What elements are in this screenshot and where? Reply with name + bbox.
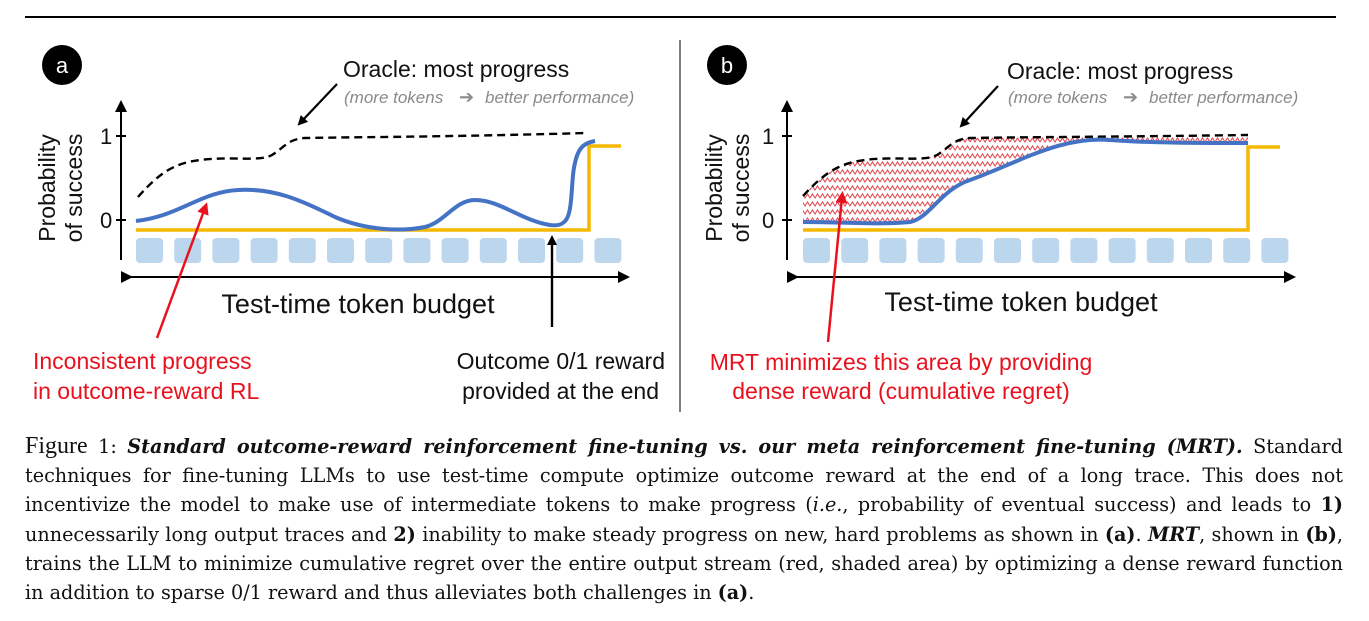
caption-text-4: inability to make steady progress on new… xyxy=(415,522,1105,546)
panel-a-token-blocks xyxy=(136,238,622,263)
panel-a-badge xyxy=(42,45,82,85)
caption-figure-number: 1: xyxy=(98,435,117,458)
panel-b-badge xyxy=(707,45,747,85)
panel-b-oracle-note-right: better performance) xyxy=(1149,88,1298,107)
panel-a-oracle-curve xyxy=(137,131,588,198)
panel-a-token-block xyxy=(212,238,240,263)
panel-b-policy-curve xyxy=(802,137,1249,226)
caption-mrt: MRT xyxy=(1147,522,1200,546)
panel-b-oracle-title: Oracle: most progress xyxy=(1007,58,1233,84)
panel-a-reward-line xyxy=(136,144,621,232)
panel-a-xlabel: Test-time token budget xyxy=(221,289,495,319)
panel-a-annotation-right-line1: Outcome 0/1 reward xyxy=(457,348,665,374)
panel-a-policy-curve xyxy=(135,139,596,232)
panel-a-annotation-right-line2: provided at the end xyxy=(462,378,659,404)
panel-b-token-block xyxy=(994,238,1021,263)
panel-b-token-block xyxy=(1032,238,1060,263)
panel-a-token-block xyxy=(479,238,507,263)
caption-text-7: , trains the LLM to minimize cumulative … xyxy=(25,522,1344,605)
panel-b-token-block xyxy=(1146,238,1174,263)
caption-ref-b: (b) xyxy=(1305,522,1337,546)
caption-text-3: unnecessarily long output traces and xyxy=(25,522,394,546)
panel-b-token-block xyxy=(1108,238,1136,263)
panel-a-ylabel-line2: of success xyxy=(61,134,87,243)
panel-a-token-block xyxy=(174,238,202,263)
panel-a-token-block xyxy=(403,238,431,263)
panel-a-oracle-pointer xyxy=(297,83,338,126)
panel-a-token-block xyxy=(365,238,393,263)
panel-a-token-block xyxy=(250,238,278,263)
panel-a-token-block xyxy=(518,238,545,263)
panel-b-token-block xyxy=(1070,238,1098,263)
panel-b-oracle-curve xyxy=(802,133,1249,197)
panel-a-token-block xyxy=(327,238,354,263)
figure-caption: Figure 1: Standard outcome-reward reinfo… xyxy=(25,432,1343,607)
panel-b-reward-line xyxy=(803,145,1280,232)
panel-b-annotation-line2: dense reward (cumulative regret) xyxy=(732,378,1069,404)
panel-a-oracle-note-right: better performance) xyxy=(485,88,634,107)
panel-b-token-blocks xyxy=(803,238,1289,263)
panel-a-token-block xyxy=(556,238,584,263)
caption-text-6: , shown in xyxy=(1199,522,1306,546)
panel-b-tick-0: 0 xyxy=(762,208,774,233)
panel-a-oracle-title: Oracle: most progress xyxy=(343,56,569,82)
panel-b-token-block xyxy=(955,238,983,263)
panel-a-annotation-left-line2: in outcome-reward RL xyxy=(33,378,259,404)
panel-b-token-block xyxy=(803,238,830,263)
panel-b-xlabel: Test-time token budget xyxy=(884,287,1158,317)
figure-illustration: a Oracle: most progress (more tokens ➔ b… xyxy=(25,16,1336,412)
panel-b-token-block xyxy=(917,238,945,263)
caption-figure-word: Figure xyxy=(25,433,88,459)
panel-b-oracle-note-left: (more tokens xyxy=(1008,88,1108,107)
panel-a-token-block xyxy=(136,238,163,263)
panel-b-red-pointer xyxy=(826,191,848,343)
panel-a-tick-0: 0 xyxy=(100,208,112,233)
caption-text-5: . xyxy=(1135,522,1148,546)
caption-point-two: 2) xyxy=(393,522,416,546)
panel-b-oracle-pointer xyxy=(959,85,999,128)
panel-a-red-pointer xyxy=(155,202,209,339)
panel-b-token-block xyxy=(841,238,869,263)
panel-a-token-block xyxy=(288,238,316,263)
panel-a-tick-1: 1 xyxy=(100,124,112,149)
panel-a-token-block xyxy=(441,238,469,263)
panel-b: b Oracle: most progress (more tokens ➔ b… xyxy=(701,45,1298,404)
panel-a-annotation-left-line1: Inconsistent progress xyxy=(33,348,252,374)
panel-a-oracle-note-left: (more tokens xyxy=(344,88,444,107)
caption-point-one: 1) xyxy=(1320,493,1344,517)
caption-text-2: , probability of eventual success) and l… xyxy=(842,493,1321,517)
caption-text-1: Standard techniques for fine-tuning LLMs… xyxy=(25,435,1343,517)
panel-a-ylabel-line1: Probability xyxy=(34,134,60,242)
panel-b-token-block xyxy=(1261,238,1289,263)
caption-text-8: . xyxy=(748,581,755,605)
panel-b-tick-1: 1 xyxy=(762,124,774,149)
panel-a: a Oracle: most progress (more tokens ➔ b… xyxy=(33,45,665,404)
caption-ie: i.e. xyxy=(812,493,843,517)
caption-ref-a-2: (a) xyxy=(717,581,749,605)
panel-b-right-arrow-icon: ➔ xyxy=(1123,87,1138,107)
panel-b-ylabel-line1: Probability xyxy=(701,134,727,242)
panel-a-badge-label: a xyxy=(56,53,69,78)
panel-b-token-block xyxy=(1185,238,1212,263)
panel-b-token-block xyxy=(879,238,907,263)
panel-b-ylabel-line2: of success xyxy=(728,134,754,243)
panel-a-token-block xyxy=(594,238,622,263)
caption-ref-a-1: (a) xyxy=(1104,522,1136,546)
caption-title: Standard outcome-reward reinforcement fi… xyxy=(127,435,1243,458)
panel-a-right-arrow-icon: ➔ xyxy=(459,87,474,107)
panel-b-token-block xyxy=(1223,238,1251,263)
panel-b-annotation-line1: MRT minimizes this area by providing xyxy=(710,349,1093,375)
panel-b-regret-area xyxy=(803,135,1248,224)
panel-b-badge-label: b xyxy=(721,53,733,78)
